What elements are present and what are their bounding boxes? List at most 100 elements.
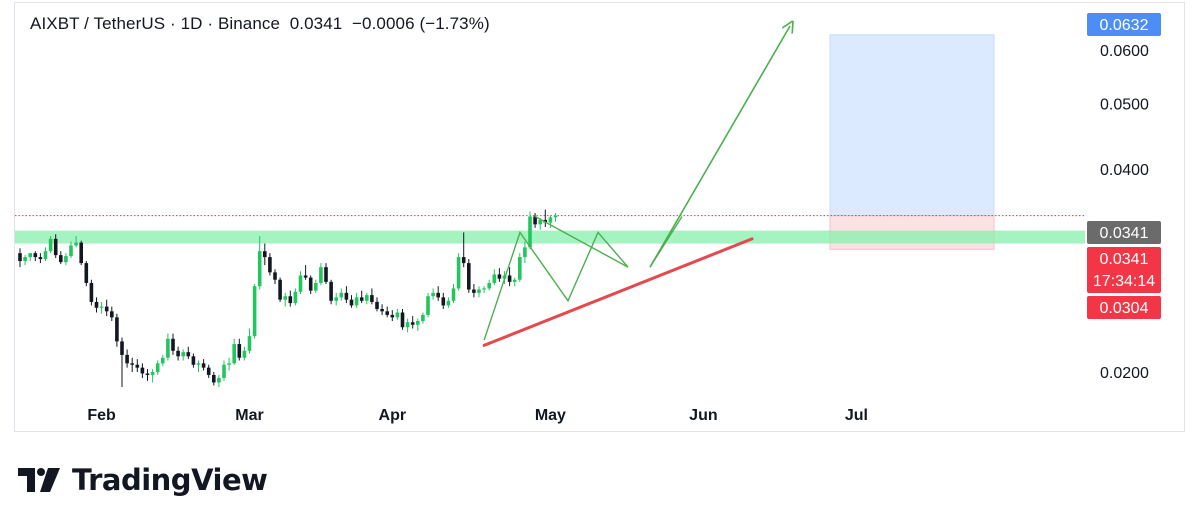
candle-body: [329, 281, 333, 301]
candle-body: [79, 242, 83, 264]
candle-body: [375, 301, 379, 309]
candle-body: [69, 245, 73, 257]
price-badge-blue: [1087, 13, 1161, 36]
candle-body: [461, 257, 466, 264]
x-tick-label: Jun: [689, 407, 717, 424]
candle-body: [191, 356, 196, 365]
candle-body: [523, 247, 527, 258]
support-band: [15, 215, 1085, 244]
candle-body: [104, 306, 109, 312]
y-tick-label: 0.0400: [1100, 162, 1149, 179]
zigzag-pattern: [483, 215, 629, 341]
candle-body: [497, 274, 502, 279]
candle-body: [23, 257, 27, 262]
candle-body: [548, 217, 553, 223]
candle-body: [33, 253, 38, 258]
candle-body: [431, 292, 435, 297]
candle-body: [252, 286, 257, 337]
candle-body: [441, 297, 446, 306]
candle-body: [130, 363, 134, 365]
candle-body: [410, 322, 415, 325]
candle-body: [405, 322, 410, 328]
candle-body: [196, 363, 201, 365]
candle-body: [120, 341, 124, 355]
candle-body: [171, 338, 175, 351]
candle-body: [293, 291, 298, 304]
price-badge-red: [1087, 247, 1161, 293]
candle-body: [314, 282, 318, 291]
candle-body: [538, 219, 542, 225]
candle-body: [400, 312, 405, 328]
target-zone: [829, 34, 995, 217]
candle-body: [456, 257, 461, 289]
tradingview-logo[interactable]: TradingView: [18, 460, 268, 500]
candle-body: [487, 282, 491, 289]
y-tick-label: 0.0500: [1100, 96, 1149, 113]
x-tick-label: May: [535, 407, 566, 424]
candle-body: [237, 344, 242, 358]
candle-body: [268, 257, 272, 273]
change-label: −0.0006: [352, 14, 415, 33]
candle-body: [94, 301, 99, 308]
candle-body: [390, 314, 395, 318]
candle-body: [150, 372, 155, 375]
candle-body: [533, 216, 537, 225]
candle-body: [518, 257, 522, 280]
candle-body: [74, 242, 78, 246]
candle-body: [125, 354, 129, 364]
change-pct-label: (−1.73%): [419, 14, 490, 33]
candle-body: [186, 352, 191, 357]
candle-body: [232, 344, 236, 364]
candle-body: [512, 279, 517, 282]
candle-body: [324, 267, 328, 282]
candle-body: [263, 251, 267, 258]
candle-body: [349, 299, 354, 306]
exchange-label: Binance: [217, 14, 281, 33]
candle-body: [64, 256, 68, 263]
price-badge-label: 0.0341: [1100, 225, 1149, 242]
candle-body: [28, 253, 32, 258]
candle-body: [18, 253, 22, 262]
drawings-group: [482, 26, 790, 347]
interval-label[interactable]: 1D: [180, 14, 203, 33]
price-badge-label: 0.0341: [1100, 251, 1149, 268]
candle-body: [247, 336, 252, 351]
y-tick-label: 0.0600: [1100, 43, 1149, 60]
price-badges: 0.0632 0.0341 0.0341 17:34:14 0.0304: [1087, 13, 1161, 319]
candle-body: [395, 312, 400, 318]
candle-body: [482, 288, 486, 290]
candle-body: [319, 267, 323, 283]
candle-body: [166, 338, 170, 358]
candle-body: [477, 289, 481, 293]
candle-body: [416, 321, 420, 325]
candle-body: [161, 357, 165, 364]
candle-body: [553, 215, 558, 218]
candle-body: [278, 279, 282, 300]
candle-body: [59, 255, 63, 263]
x-tick-label: Jul: [845, 407, 868, 424]
candle-body: [303, 275, 308, 278]
candles-group: [18, 209, 558, 388]
candle-body: [43, 251, 48, 260]
candle-body: [467, 263, 471, 290]
trend-line: [482, 237, 754, 347]
axes-group: 0.0600 0.0500 0.0400 0.0200 Feb Mar Apr May Jun J…: [87, 43, 1149, 424]
symbol-label[interactable]: AIXBT / TetherUS: [30, 14, 166, 33]
candle-body: [298, 275, 303, 292]
price-badge-label: 0.0632: [1100, 17, 1149, 34]
target-arrow: [649, 26, 790, 268]
candle-body: [507, 275, 512, 282]
candle-body: [273, 272, 277, 280]
candle-body: [451, 288, 456, 301]
price-chart[interactable]: 0.0600 0.0500 0.0400 0.0200 Feb Mar Apr May Jun J…: [0, 0, 1199, 440]
candle-body: [135, 364, 140, 368]
candle-body: [257, 251, 262, 287]
candle-body: [421, 314, 425, 322]
x-tick-label: Feb: [87, 407, 116, 424]
candle-body: [227, 363, 231, 365]
legend-sep-1: ·: [165, 14, 181, 33]
candle-body: [334, 297, 338, 301]
candle-body: [385, 311, 389, 315]
candle-body: [436, 292, 440, 298]
candle-body: [217, 377, 221, 383]
